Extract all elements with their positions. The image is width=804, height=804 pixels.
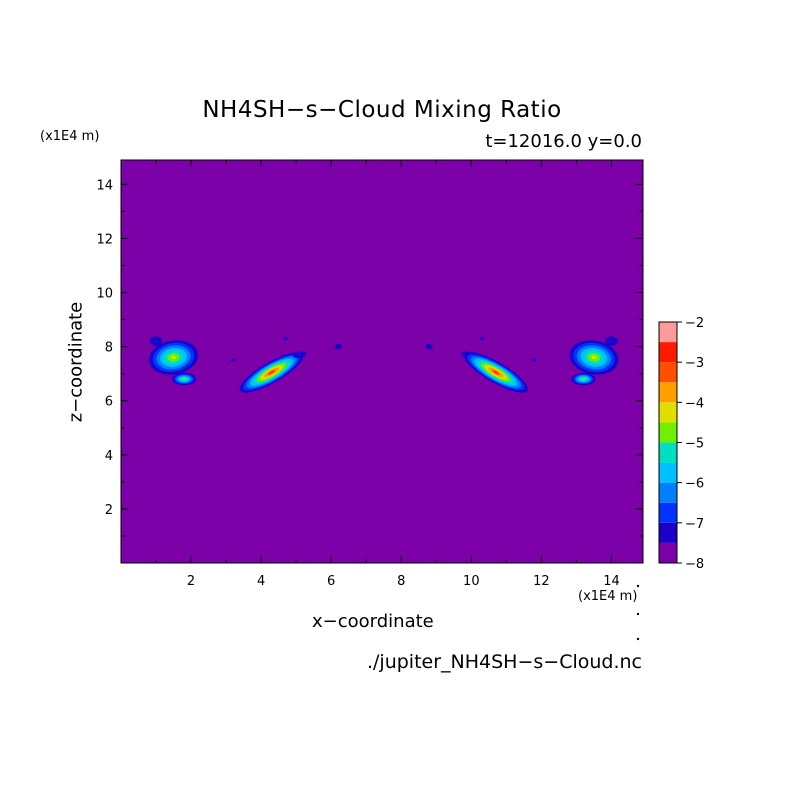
x-axis-unit: (x1E4 m)	[578, 589, 638, 604]
contour-level	[298, 354, 301, 356]
contour-level	[531, 358, 537, 362]
cloud-blob	[283, 336, 289, 341]
colorbar-label: −3	[685, 356, 704, 371]
contour-level	[269, 371, 274, 374]
colorbar-label: −8	[685, 557, 704, 572]
y-tick-label: 8	[105, 341, 113, 356]
y-tick-label: 6	[105, 395, 113, 410]
colorbar-swatch	[659, 542, 677, 563]
contour-level	[155, 340, 157, 342]
x-tick-label: 8	[397, 574, 405, 589]
cloud-blob	[239, 351, 304, 393]
chart-subtitle: t=12016.0 y=0.0	[485, 131, 642, 152]
colorbar: −2 −3 −4 −5 −6 −7 −8	[658, 316, 704, 572]
x-tick-label: 6	[327, 574, 335, 589]
cloud-blob	[531, 358, 537, 362]
x-tick-label: 2	[187, 574, 195, 589]
colorbar-swatch	[659, 442, 677, 463]
x-tick-label: 10	[463, 574, 480, 589]
y-tick-label: 12	[96, 232, 113, 247]
cloud-blob	[148, 340, 199, 375]
x-axis-label: x−coordinate	[312, 611, 434, 632]
marker-dot	[636, 637, 640, 641]
y-tick-label: 4	[105, 449, 113, 464]
y-axis-unit: (x1E4 m)	[40, 129, 100, 144]
colorbar-swatch	[659, 382, 677, 403]
colorbar-swatch	[659, 322, 677, 343]
plot-background	[121, 160, 643, 563]
contour-level	[182, 378, 186, 380]
contour-level	[581, 378, 586, 380]
contour-level	[171, 355, 176, 360]
source-filename: ./jupiter_NH4SH−s−Cloud.nc	[366, 651, 642, 673]
cloud-blob	[292, 351, 307, 359]
y-tick-label: 10	[96, 287, 113, 302]
y-tick-label: 2	[105, 503, 113, 518]
cloud-blob	[425, 343, 433, 350]
colorbar-swatch	[659, 482, 677, 503]
chart-title: NH4SH−s−Cloud Mixing Ratio	[202, 97, 562, 123]
contour-level	[591, 355, 597, 360]
contour-level	[230, 358, 236, 362]
plot-frame	[120, 159, 644, 564]
colorbar-label: −7	[685, 517, 704, 532]
x-tick-label: 4	[257, 574, 265, 589]
cloud-blob	[172, 372, 197, 386]
marker-dot	[636, 612, 640, 616]
cloud-blob	[569, 340, 619, 375]
contour-level	[425, 343, 433, 350]
colorbar-swatch	[659, 342, 677, 363]
colorbar-label: −5	[685, 437, 704, 452]
colorbar-swatch	[659, 422, 677, 443]
colorbar-swatch	[659, 462, 677, 483]
contour-level	[493, 371, 498, 374]
colorbar-label: −4	[685, 396, 704, 411]
cloud-blob	[230, 358, 236, 362]
colorbar-label: −6	[685, 477, 704, 492]
contour-level	[334, 343, 342, 350]
colorbar-swatch	[659, 502, 677, 523]
x-tick-label: 14	[603, 574, 620, 589]
cloud-blob	[605, 336, 618, 347]
colorbar-swatch	[659, 362, 677, 383]
cloud-blob	[334, 343, 342, 350]
colorbar-label: −2	[685, 316, 704, 331]
cloud-blob	[479, 336, 485, 341]
marker-dot	[636, 584, 640, 588]
contour-level	[479, 336, 485, 341]
colorbar-swatch	[659, 402, 677, 423]
contour-level	[610, 340, 613, 342]
cloud-blob	[463, 351, 528, 393]
x-tick-label: 12	[533, 574, 550, 589]
marker-dots	[636, 584, 640, 641]
axis-ticks: 2 4 6 8 10 12 14 2 4 6 8 10 12 14	[96, 160, 643, 589]
cloud-blob	[571, 372, 596, 386]
y-tick-label: 14	[96, 178, 113, 193]
cloud-blob	[149, 336, 163, 347]
contour-field	[148, 336, 619, 393]
contour-level	[283, 336, 289, 341]
colorbar-swatch	[659, 522, 677, 543]
